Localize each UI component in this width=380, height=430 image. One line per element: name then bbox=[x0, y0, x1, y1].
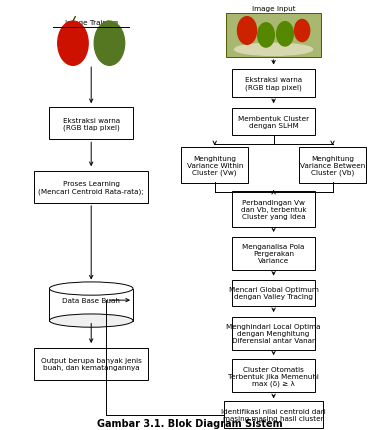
Bar bbox=[232, 192, 315, 227]
Bar bbox=[232, 70, 315, 98]
Bar bbox=[34, 348, 148, 380]
Circle shape bbox=[94, 22, 125, 66]
Bar bbox=[181, 147, 248, 183]
Text: Gambar 3.1. Blok Diagram Sistem: Gambar 3.1. Blok Diagram Sistem bbox=[97, 418, 283, 428]
Circle shape bbox=[277, 23, 293, 47]
Ellipse shape bbox=[234, 44, 312, 56]
Text: Menghitung
Variance Within
Cluster (Vw): Menghitung Variance Within Cluster (Vw) bbox=[187, 155, 243, 175]
Bar bbox=[299, 147, 366, 183]
Text: Menganalisa Pola
Pergerakan
Variance: Menganalisa Pola Pergerakan Variance bbox=[242, 244, 305, 264]
Text: Data Base Buah: Data Base Buah bbox=[62, 298, 120, 304]
Text: Cluster Otomatis
Terbentuk jika Memenuhi
max (δ) ≥ λ: Cluster Otomatis Terbentuk jika Memenuhi… bbox=[228, 366, 319, 386]
Ellipse shape bbox=[49, 282, 133, 295]
Bar bbox=[232, 237, 315, 270]
Text: Proses Learning
(Mencari Centroid Rata-rata);: Proses Learning (Mencari Centroid Rata-r… bbox=[38, 181, 144, 194]
Text: Menghitung
Variance Between
Cluster (Vb): Menghitung Variance Between Cluster (Vb) bbox=[300, 155, 365, 175]
Bar bbox=[226, 14, 321, 58]
Text: Membentuk Cluster
dengan SLHM: Membentuk Cluster dengan SLHM bbox=[238, 116, 309, 129]
Bar bbox=[232, 109, 315, 136]
Text: Mencari Global Optimum
dengan Valley Tracing: Mencari Global Optimum dengan Valley Tra… bbox=[229, 287, 318, 300]
Bar bbox=[49, 108, 133, 140]
Circle shape bbox=[258, 24, 274, 48]
Circle shape bbox=[238, 18, 256, 45]
Text: Ekstraksi warna
(RGB tiap pixel): Ekstraksi warna (RGB tiap pixel) bbox=[245, 77, 302, 91]
Text: Identifikasi nilai centroid dari
masing masing hasil cluster: Identifikasi nilai centroid dari masing … bbox=[221, 408, 326, 421]
Text: Output berupa banyak jenis
buah, dan kematangannya: Output berupa banyak jenis buah, dan kem… bbox=[41, 357, 142, 370]
Text: Menghindari Local Optima
dengan Menghitung
Diferensial antar Vanar: Menghindari Local Optima dengan Menghitu… bbox=[226, 323, 321, 344]
Bar bbox=[49, 289, 133, 321]
Ellipse shape bbox=[49, 314, 133, 328]
Text: Image Input: Image Input bbox=[252, 6, 295, 12]
Text: Ekstraksi warna
(RGB tiap pixel): Ekstraksi warna (RGB tiap pixel) bbox=[63, 117, 120, 131]
Text: Perbandingan Vw
dan Vb, terbentuk
Cluster yang Idea: Perbandingan Vw dan Vb, terbentuk Cluste… bbox=[241, 200, 306, 219]
Text: Image Training: Image Training bbox=[65, 20, 118, 26]
Circle shape bbox=[294, 20, 310, 43]
Bar bbox=[232, 359, 315, 393]
Bar bbox=[34, 172, 148, 203]
Bar bbox=[232, 317, 315, 350]
Bar bbox=[224, 401, 323, 428]
Bar bbox=[232, 280, 315, 307]
Circle shape bbox=[58, 22, 88, 66]
